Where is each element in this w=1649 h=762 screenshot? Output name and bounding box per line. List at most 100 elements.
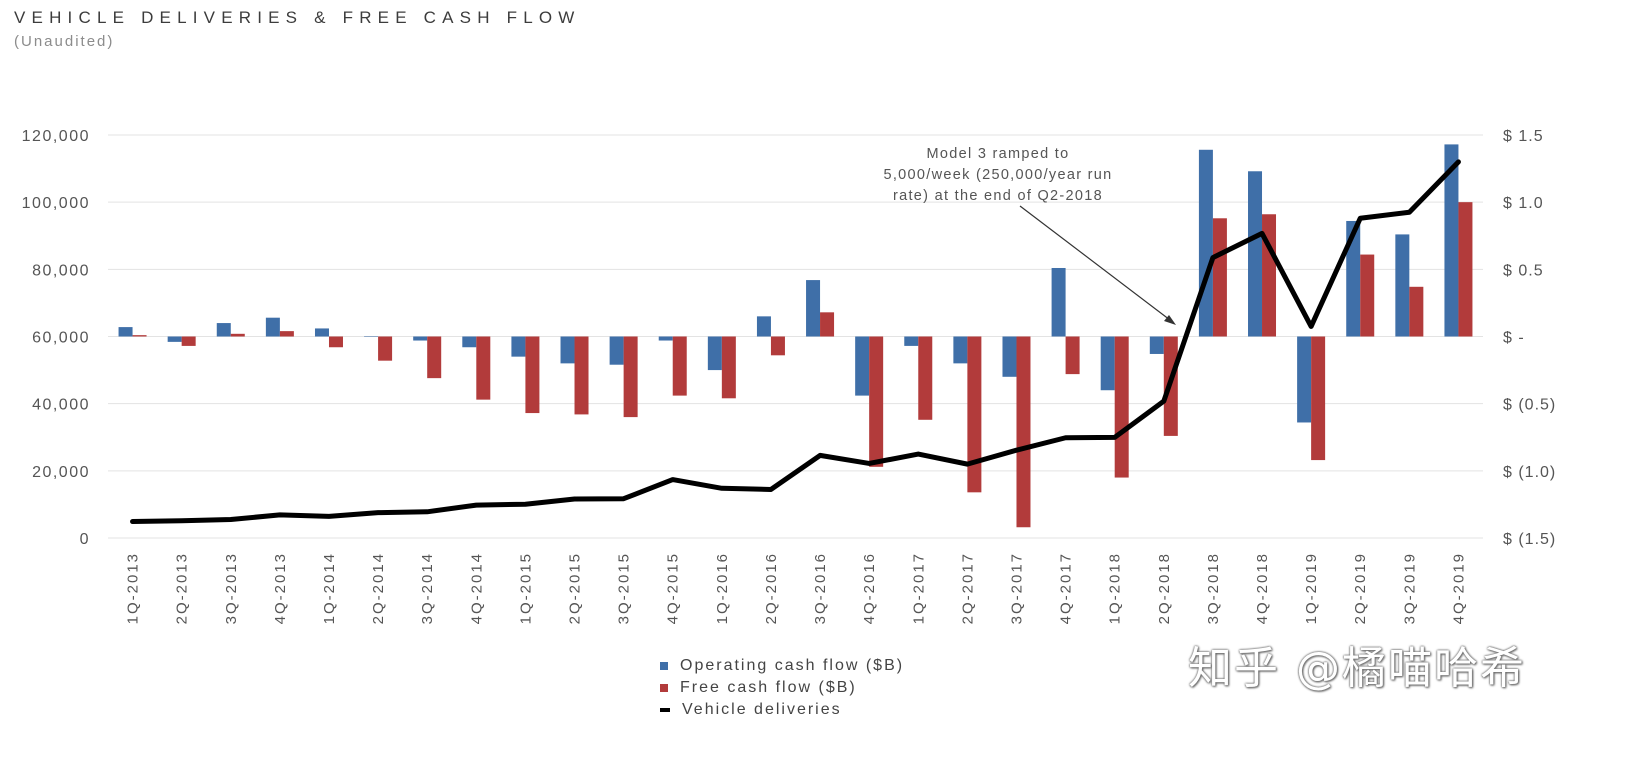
x-axis-tick-label: 2Q-2019: [1352, 552, 1369, 624]
x-axis-tick-label: 3Q-2017: [1008, 552, 1025, 624]
free-cash-flow-bar: [770, 336, 785, 356]
operating-cash-flow-bar: [1002, 336, 1017, 377]
x-axis-tick-label: 2Q-2013: [174, 552, 191, 624]
right-axis-tick-label: $ (1.5): [1503, 531, 1556, 548]
legend-label-deliveries: Vehicle deliveries: [682, 701, 842, 718]
right-axis-tick-label: $ 1.0: [1503, 195, 1544, 212]
operating-cash-flow-bar: [1346, 220, 1361, 337]
x-axis-tick-label: 2Q-2018: [1156, 552, 1173, 624]
chart-subtitle: (Unaudited): [14, 33, 115, 50]
free-cash-flow-bar: [574, 336, 589, 415]
legend-label-free: Free cash flow ($B): [680, 679, 857, 696]
vehicle-deliveries-line: [130, 159, 1461, 525]
x-axis-tick-label: 3Q-2016: [812, 552, 829, 624]
free-cash-flow-bar: [132, 335, 147, 337]
x-axis-tick-label: 3Q-2015: [616, 552, 633, 624]
right-axis-tick-label: $ 1.5: [1503, 128, 1544, 145]
operating-cash-flow-bar: [904, 336, 919, 346]
free-cash-flow-bar: [918, 336, 933, 420]
legend-item-free: Free cash flow ($B): [660, 677, 904, 699]
operating-cash-flow-bar: [707, 336, 722, 371]
free-cash-flow-bar: [427, 336, 442, 379]
x-axis-tick-label: 4Q-2015: [665, 552, 682, 624]
x-axis-tick-label: 1Q-2017: [910, 552, 927, 624]
annotation-arrow-line: [1019, 205, 1171, 321]
x-axis-tick-label: 2Q-2017: [959, 552, 976, 624]
operating-cash-flow-bar: [265, 317, 280, 337]
free-cash-flow-bar: [869, 336, 884, 467]
operating-cash-flow-bar: [953, 336, 968, 364]
left-axis-tick-label: 80,000: [32, 262, 90, 279]
operating-cash-flow-bar: [511, 336, 526, 357]
x-axis-tick-label: 3Q-2019: [1401, 552, 1418, 624]
free-cash-flow-bar: [230, 333, 245, 337]
operating-cash-flow-bar: [1100, 336, 1115, 391]
right-axis-tick-label: $ 0.5: [1503, 262, 1544, 279]
chart-title: VEHICLE DELIVERIES & FREE CASH FLOW: [14, 8, 581, 27]
legend-swatch-free: [660, 684, 668, 692]
x-axis-tick-label: 3Q-2013: [223, 552, 240, 624]
free-cash-flow-bar: [476, 336, 491, 400]
legend-swatch-deliveries: [660, 708, 670, 712]
left-axis-tick-label: 0: [80, 531, 90, 548]
operating-cash-flow-bar: [855, 336, 870, 396]
legend-label-operating: Operating cash flow ($B): [680, 657, 905, 674]
free-cash-flow-bar: [328, 336, 343, 348]
left-axis-tick-label: 120,000: [22, 128, 90, 145]
legend-swatch-operating: [660, 662, 668, 670]
legend-item-operating: Operating cash flow ($B): [660, 655, 904, 677]
operating-cash-flow-bar: [1444, 144, 1459, 337]
legend: Operating cash flow ($B) Free cash flow …: [660, 655, 904, 721]
operating-cash-flow-bar: [1149, 336, 1164, 354]
free-cash-flow-bar: [279, 331, 294, 337]
operating-cash-flow-bar: [1395, 234, 1410, 337]
annotation-text: rate) at the end of Q2-2018: [893, 188, 1103, 204]
x-axis-tick-label: 4Q-2014: [468, 552, 485, 624]
operating-cash-flow-bar: [364, 336, 379, 337]
free-cash-flow-bar: [378, 336, 393, 361]
free-cash-flow-bar: [1409, 286, 1424, 337]
operating-cash-flow-bar: [462, 336, 477, 348]
annotation-text: Model 3 ramped to: [927, 146, 1070, 162]
x-axis-tick-label: 4Q-2016: [861, 552, 878, 624]
free-cash-flow-bar: [1360, 254, 1375, 337]
free-cash-flow-bar: [721, 336, 736, 399]
operating-cash-flow-bar: [1198, 149, 1213, 337]
operating-cash-flow-bar: [658, 336, 673, 341]
x-axis-tick-label: 2Q-2016: [763, 552, 780, 624]
annotation-arrow-head: [1164, 315, 1176, 325]
right-axis-tick-label: $ (0.5): [1503, 397, 1556, 414]
operating-cash-flow-bar: [216, 323, 231, 337]
operating-cash-flow-bar: [1297, 336, 1312, 423]
left-axis-tick-label: 40,000: [32, 397, 90, 414]
x-axis-tick-label: 4Q-2017: [1058, 552, 1075, 624]
x-axis-tick-label: 4Q-2018: [1254, 552, 1271, 624]
free-cash-flow-bar: [672, 336, 687, 396]
operating-cash-flow-bar: [806, 280, 821, 337]
operating-cash-flow-bar: [167, 336, 182, 342]
free-cash-flow-bar: [525, 336, 540, 414]
x-axis-tick-label: 1Q-2016: [714, 552, 731, 624]
x-axis-tick-label: 3Q-2014: [419, 552, 436, 624]
x-axis-tick-label: 2Q-2014: [370, 552, 387, 624]
x-axis-tick-label: 1Q-2013: [125, 552, 142, 624]
annotation-text: 5,000/week (250,000/year run: [883, 167, 1112, 183]
operating-cash-flow-bar: [609, 336, 624, 365]
x-axis-tick-label: 2Q-2015: [567, 552, 584, 624]
free-cash-flow-bar: [623, 336, 638, 418]
right-axis-tick-label: $ -: [1503, 330, 1525, 347]
operating-cash-flow-bar: [118, 327, 133, 337]
right-axis-tick-label: $ (1.0): [1503, 464, 1556, 481]
operating-cash-flow-bar: [560, 336, 575, 364]
left-axis-tick-label: 20,000: [32, 464, 90, 481]
x-axis-tick-label: 1Q-2014: [321, 552, 338, 624]
free-cash-flow-bar: [820, 312, 835, 337]
legend-item-deliveries: Vehicle deliveries: [660, 699, 904, 721]
watermark: 知乎 @橘喵哈希: [1188, 643, 1526, 694]
x-axis-tick-label: 4Q-2019: [1450, 552, 1467, 624]
free-cash-flow-bar: [1458, 202, 1473, 337]
x-axis-tick-label: 1Q-2019: [1303, 552, 1320, 624]
operating-cash-flow-bar: [1051, 267, 1066, 337]
operating-cash-flow-bar: [413, 336, 428, 341]
free-cash-flow-bar: [181, 336, 196, 346]
